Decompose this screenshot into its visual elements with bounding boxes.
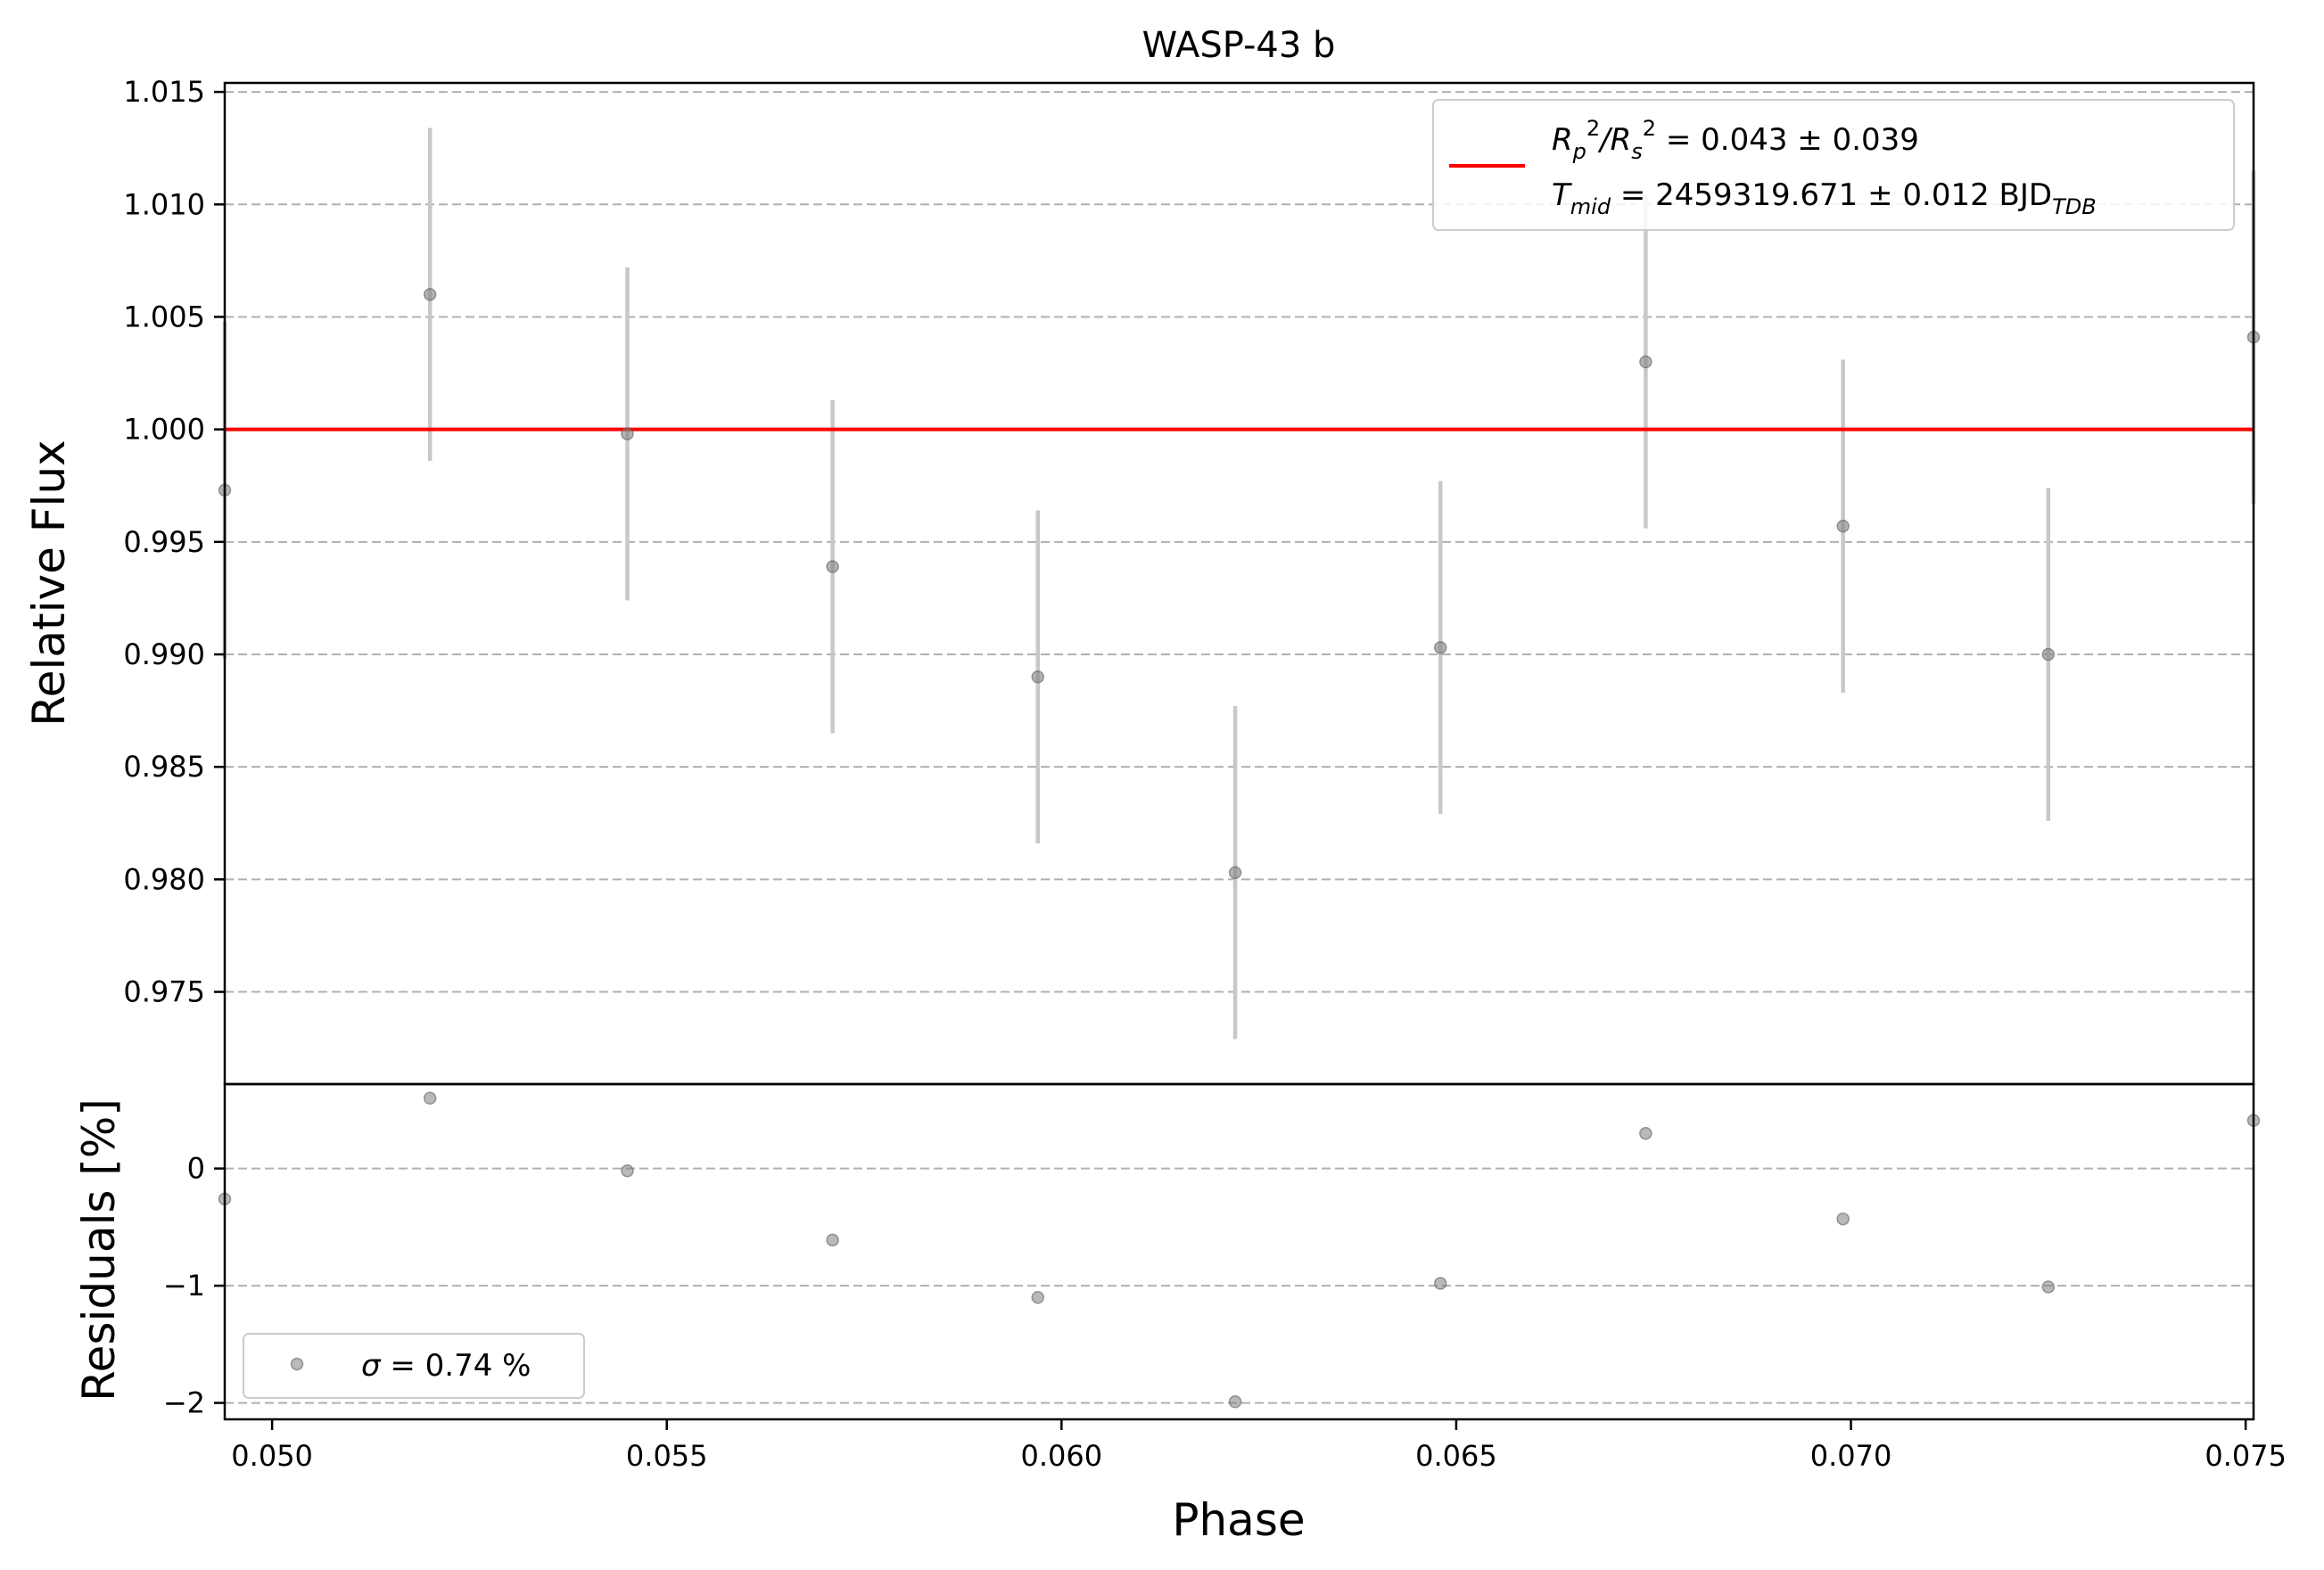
top-y-ticks: 0.975 0.980 0.985 0.990 0.995 1.000 1.005 1.010… bbox=[123, 75, 225, 1009]
residual-data-point bbox=[1228, 1395, 1242, 1409]
legend-rs-subscript: s bbox=[1631, 139, 1643, 164]
residual-data-point bbox=[1031, 1291, 1045, 1304]
x-tick-label: 0.050 bbox=[231, 1439, 313, 1473]
chart-title: WASP-43 b bbox=[1142, 25, 1336, 66]
bottom-legend-marker bbox=[290, 1357, 304, 1371]
legend-rp-subscript: p bbox=[1572, 139, 1586, 164]
bottom-y-ticks: −2 −1 0 bbox=[163, 1152, 225, 1420]
bottom-legend-box bbox=[243, 1333, 585, 1399]
legend-tdb-subscript: TDB bbox=[2052, 194, 2097, 219]
bottom-y-tick-label: −2 bbox=[163, 1386, 205, 1420]
x-tick-label: 0.070 bbox=[1810, 1439, 1892, 1473]
top-y-tick-label: 0.995 bbox=[123, 525, 205, 559]
legend-rp-superscript: 2 bbox=[1586, 116, 1600, 141]
residual-data-point bbox=[1433, 1277, 1447, 1290]
x-tick-label: 0.075 bbox=[2205, 1439, 2287, 1473]
legend-entry-radius-ratio: Rp2/Rs2 = 0.043 ± 0.039 bbox=[1552, 116, 1919, 164]
flux-data-point bbox=[1433, 641, 1447, 654]
bottom-data-points bbox=[218, 1091, 2261, 1409]
top-legend: Rp2/Rs2 = 0.043 ± 0.039 Tmid = 2459319.6… bbox=[1432, 99, 2235, 231]
legend-rs-symbol: /R bbox=[1597, 122, 1631, 158]
bottom-y-tick-label: 0 bbox=[187, 1152, 205, 1186]
flux-data-point bbox=[1639, 355, 1652, 369]
flux-data-point bbox=[1228, 866, 1242, 880]
top-y-tick-label: 1.000 bbox=[123, 413, 205, 447]
x-tick-label: 0.060 bbox=[1021, 1439, 1103, 1473]
x-axis-label: Phase bbox=[1172, 1494, 1305, 1546]
legend-rp-symbol: R bbox=[1552, 122, 1573, 158]
legend-entry-sigma: σ = 0.74 % bbox=[361, 1348, 531, 1384]
top-data-points bbox=[218, 287, 2261, 880]
x-tick-label: 0.055 bbox=[626, 1439, 708, 1473]
residual-data-point bbox=[826, 1233, 839, 1247]
top-y-tick-label: 0.980 bbox=[123, 862, 205, 896]
legend-sigma-value: = 0.74 % bbox=[381, 1348, 532, 1384]
legend-sigma-symbol: σ bbox=[361, 1348, 382, 1384]
top-legend-box bbox=[1432, 99, 2235, 231]
legend-tmid-value: = 2459319.671 ± 0.012 BJD bbox=[1611, 177, 2052, 213]
bottom-gridlines bbox=[225, 1167, 2254, 1404]
top-y-tick-label: 0.975 bbox=[123, 975, 205, 1009]
x-tick-label: 0.065 bbox=[1415, 1439, 1497, 1473]
legend-rs-superscript: 2 bbox=[1643, 116, 1656, 141]
residual-data-point bbox=[1836, 1212, 1850, 1226]
top-y-tick-label: 1.015 bbox=[123, 75, 205, 109]
flux-data-point bbox=[1836, 519, 1850, 533]
flux-data-point bbox=[1031, 670, 1045, 684]
top-panel: 0.975 0.980 0.985 0.990 0.995 1.000 1.005 1.010… bbox=[23, 75, 2261, 1086]
top-y-tick-label: 0.985 bbox=[123, 750, 205, 784]
flux-data-point bbox=[826, 560, 839, 573]
residual-data-point bbox=[621, 1164, 634, 1178]
legend-t-subscript: mid bbox=[1570, 194, 1611, 219]
bottom-legend: σ = 0.74 % bbox=[243, 1333, 585, 1399]
bottom-panel: −2 −1 0 σ = 0.74 % Residuals [%] bbox=[73, 1082, 2261, 1421]
flux-data-point bbox=[2041, 647, 2056, 662]
flux-data-point bbox=[621, 427, 634, 440]
legend-t-symbol: T bbox=[1552, 177, 1572, 213]
x-axis-ticks: 0.050 0.055 0.060 0.065 0.070 0.075 bbox=[231, 1419, 2287, 1473]
legend-radius-value: = 0.043 ± 0.039 bbox=[1656, 122, 1919, 158]
top-y-tick-label: 1.010 bbox=[123, 187, 205, 221]
bottom-y-tick-label: −1 bbox=[163, 1269, 205, 1303]
legend-entry-tmid: Tmid = 2459319.671 ± 0.012 BJDTDB bbox=[1552, 177, 2097, 219]
residual-data-point bbox=[1639, 1126, 1652, 1140]
top-y-tick-label: 0.990 bbox=[123, 637, 205, 671]
bottom-y-axis-label: Residuals [%] bbox=[73, 1098, 125, 1401]
bottom-panel-frame bbox=[223, 1082, 2255, 1421]
residual-data-point bbox=[423, 1091, 437, 1106]
top-y-axis-label: Relative Flux bbox=[23, 440, 75, 726]
flux-data-point bbox=[423, 287, 437, 301]
top-y-tick-label: 1.005 bbox=[123, 300, 205, 333]
residual-data-point bbox=[2041, 1280, 2056, 1294]
